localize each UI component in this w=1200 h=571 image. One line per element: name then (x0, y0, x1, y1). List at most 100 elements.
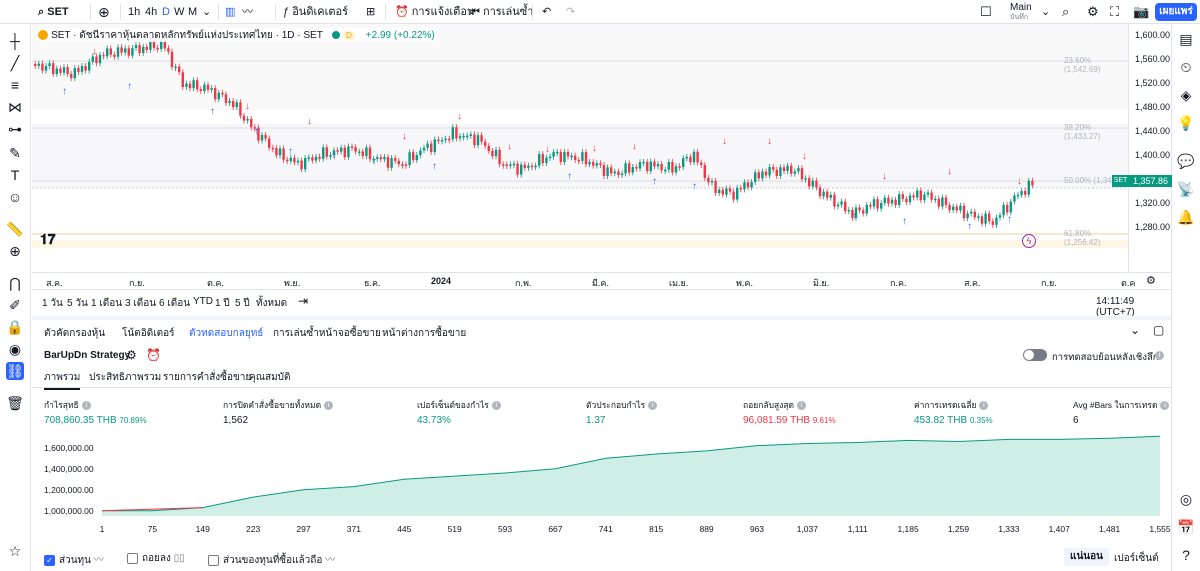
percent-toggle[interactable]: เปอร์เซ็นต์ (1114, 553, 1159, 564)
buy-arrow-icon: ↑ (432, 161, 437, 172)
candle (386, 156, 390, 168)
range-5y[interactable]: 5 ปี (235, 298, 250, 309)
indicators-button[interactable]: ƒ อินดิเคเตอร์ (283, 6, 348, 18)
tab-properties[interactable]: คุณสมบัติ (249, 372, 291, 383)
candle (944, 197, 948, 206)
interval-m[interactable]: M (188, 6, 198, 18)
candle (275, 148, 278, 156)
fib-icon[interactable]: ⊶ (8, 121, 22, 137)
eye-icon[interactable]: ◉ (8, 341, 22, 357)
time-axis[interactable]: ส.ค. ก.ย. ต.ค. พ.ย. ธ.ค. 2024 ก.พ. มี.ค.… (32, 272, 1171, 289)
line-chart-icon[interactable]: 〰 (242, 6, 253, 18)
interval-1h[interactable]: 1h (128, 6, 141, 18)
tab-pine-editor[interactable]: โน้ตอิดิเตอร์ (122, 328, 175, 339)
strategy-name[interactable]: BarUpDn Strategy (44, 350, 131, 361)
equity-chart[interactable]: 1,600,000.00 1,400,000.00 1,200,000.00 1,00… (32, 428, 1171, 538)
tab-overview[interactable]: ภาพรวม (44, 370, 81, 390)
tab-trading-panel[interactable]: หน้าต่างการซื้อขาย (382, 328, 467, 339)
interval-w[interactable]: W (174, 6, 185, 18)
lock-drawing-icon[interactable]: ✐ (9, 297, 21, 313)
maximize-panel-icon[interactable]: ▢ (1153, 323, 1165, 337)
candle (142, 46, 145, 53)
range-5d[interactable]: 5 วัน (67, 298, 88, 309)
ruler-icon[interactable]: 📏 (6, 221, 24, 237)
candle (793, 171, 796, 174)
layout-icon[interactable]: ☐ (980, 4, 992, 19)
buy-hold-checkbox[interactable]: ส่วนของทุนที่ซื้อแล้วถือ 〰 (208, 551, 335, 568)
strategy-settings-icon[interactable]: ⚙ (126, 348, 137, 362)
compare-add-icon[interactable]: ⊕ (98, 4, 110, 20)
collapse-panel-icon[interactable]: ⌄ (1130, 323, 1141, 337)
notification-bell-icon[interactable]: 🔔 (1177, 209, 1195, 225)
candles-icon[interactable]: ▥ (225, 6, 236, 18)
candle (192, 80, 195, 89)
brush-icon[interactable]: ✎ (9, 145, 21, 161)
publish-button[interactable]: เผยแพร่ (1155, 3, 1197, 21)
chevron-down-icon[interactable]: ⌄ (202, 6, 212, 18)
crosshair-icon[interactable]: ┼ (10, 33, 20, 49)
gear-icon[interactable]: ⚙ (1087, 4, 1099, 19)
trash-icon[interactable]: 🗑 (6, 395, 24, 411)
help-icon[interactable]: ? (1182, 547, 1190, 563)
calendar-icon[interactable]: 📅 (1177, 519, 1195, 535)
range-ytd[interactable]: YTD (193, 296, 213, 307)
chevron-down-icon[interactable]: ⌄ (1041, 6, 1051, 18)
candle (462, 135, 465, 138)
ideas-icon[interactable]: 💡 (1177, 115, 1195, 131)
drawdown-checkbox[interactable]: ถอยลง ▯▯ (127, 551, 185, 566)
sell-arrow-icon: ↓ (882, 171, 887, 182)
star-icon[interactable]: ☆ (8, 543, 22, 559)
deep-backtest-toggle[interactable] (1023, 349, 1047, 361)
chat-icon[interactable]: 💬 (1177, 153, 1195, 169)
layers-icon[interactable]: ◈ (1180, 87, 1192, 103)
info-icon: i (324, 401, 334, 411)
trendline-icon[interactable]: ╱ (10, 55, 20, 71)
broadcast-icon[interactable]: 📡 (1177, 181, 1195, 197)
price-chart[interactable]: ↑↓↑↓↑↓↑↑↓↑↑↓↑↓↓↓↑↓↓↑↑↓↓↓↑↓↑↓↑↑↓ 23.60% (… (32, 24, 1128, 272)
absolute-toggle[interactable]: แน่นอน (1064, 548, 1109, 566)
templates-icon[interactable]: ⊞ (366, 6, 376, 18)
price-axis[interactable]: 1,600.00 1,560.00 1,520.00 1,480.00 1,44… (1112, 24, 1172, 272)
zoom-in-icon[interactable]: ⊕ (9, 243, 21, 259)
undo-icon[interactable]: ↶ (542, 6, 552, 18)
tab-performance[interactable]: ประสิทธิภาพรวม (89, 372, 162, 383)
replay-button[interactable]: ⏮ การเล่นซ้ำ (470, 6, 534, 18)
strategy-alert-icon[interactable]: ⏰ (146, 348, 161, 362)
candle (368, 147, 372, 160)
goto-date-icon[interactable]: ⇥ (298, 294, 309, 308)
lightning-icon[interactable]: ϟ (1022, 234, 1036, 248)
watchlist-icon[interactable]: ▤ (1179, 31, 1193, 47)
emoji-icon[interactable]: ☺ (7, 189, 23, 205)
redo-icon[interactable]: ↷ (566, 6, 576, 18)
tab-bar-replay[interactable]: การเล่นซ้ำหน้าจอซื้อขาย (273, 328, 381, 339)
range-1y[interactable]: 1 ปี (215, 298, 230, 309)
tab-trades-list[interactable]: รายการคำสั่งซื้อขาย (163, 372, 252, 383)
equity-checkbox[interactable]: ✓ ส่วนทุน 〰 (44, 551, 104, 568)
range-3m[interactable]: 3 เดือน (125, 298, 157, 309)
fullscreen-icon[interactable]: ⛶ (1110, 4, 1120, 19)
magnet-icon[interactable]: ⋂ (9, 275, 21, 291)
equity-x-label: 815 (649, 524, 663, 534)
range-1m[interactable]: 1 เดือน (91, 298, 123, 309)
layout-name[interactable]: Main บันทึก (1010, 2, 1032, 22)
alert-button[interactable]: ⏰ การแจ้งเตือน (395, 6, 475, 18)
tab-screener[interactable]: ตัวคัดกรองหุ้น (44, 328, 106, 339)
link-icon[interactable]: ⛓ (6, 362, 24, 380)
target-icon[interactable]: ◎ (1179, 491, 1193, 507)
pattern-icon[interactable]: ⋈ (8, 99, 22, 115)
alerts-clock-icon[interactable]: ⏲ (1180, 59, 1192, 75)
range-all[interactable]: ทั้งหมด (256, 298, 288, 309)
axis-settings-icon[interactable]: ⚙ (1146, 275, 1156, 287)
horizontal-lines-icon[interactable]: ≡ (10, 77, 20, 93)
symbol-search[interactable]: ⌕ SET (38, 6, 69, 18)
camera-icon[interactable]: 📷 (1133, 4, 1150, 19)
clock-timezone[interactable]: 14:11:49 (UTC+7) (1096, 296, 1135, 318)
quick-search-icon[interactable]: ⌕ (1062, 4, 1070, 19)
range-6m[interactable]: 6 เดือน (159, 298, 191, 309)
text-icon[interactable]: T (10, 167, 20, 183)
lock-icon[interactable]: 🔒 (6, 319, 24, 335)
candle (221, 92, 224, 95)
interval-4h[interactable]: 4h (145, 6, 158, 18)
range-1d[interactable]: 1 วัน (42, 298, 63, 309)
interval-d[interactable]: D (162, 6, 170, 18)
